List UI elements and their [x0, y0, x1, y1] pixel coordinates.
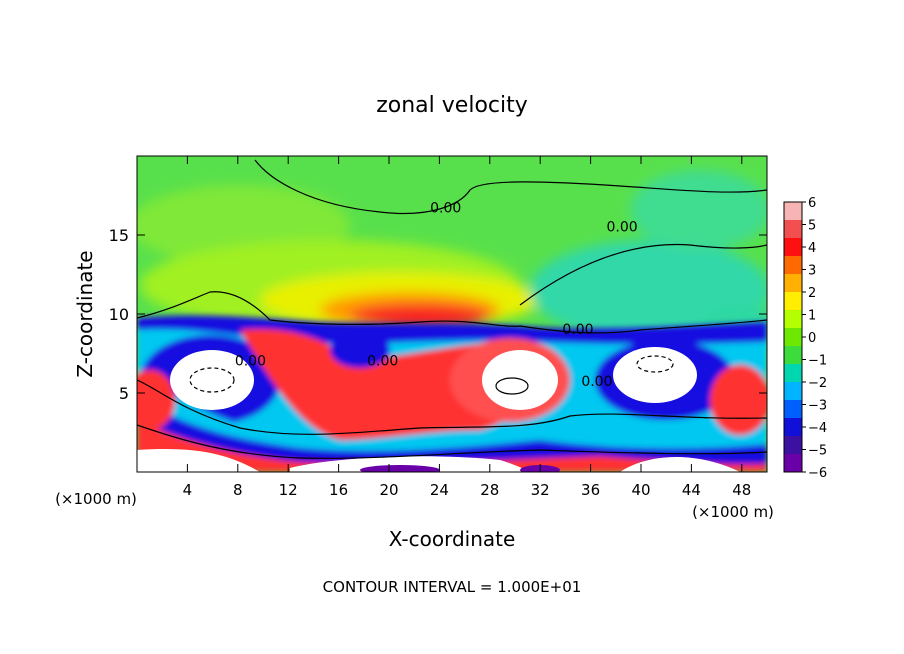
x-axis: 4 8 12 16 20 24 28 32 36 40 44 48 [183, 156, 751, 499]
contour-label: 0.00 [367, 354, 398, 370]
contour-label: 0.00 [235, 354, 266, 370]
colorbar-swatch [784, 400, 802, 419]
x-tick-label: 8 [233, 481, 243, 499]
x-tick-label: 28 [480, 481, 499, 499]
colorbar-swatch [784, 436, 802, 455]
x-tick-label: 24 [430, 481, 449, 499]
contour-label: 0.00 [581, 374, 612, 390]
colorbar-tick-label: −4 [808, 421, 827, 436]
y-axis: 5 10 15 [109, 226, 767, 403]
footer-contour-interval: CONTOUR INTERVAL = 1.000E+01 [323, 578, 582, 596]
contour-label: 0.00 [562, 322, 593, 338]
colorbar-swatch [784, 274, 802, 293]
field-shading [137, 170, 767, 355]
colorbar-tick-label: 2 [808, 286, 816, 301]
y-tick-label: 5 [119, 384, 129, 403]
colorbar-swatch [784, 310, 802, 329]
colorbar-tick-label: 6 [808, 196, 816, 211]
contour-label: 0.00 [430, 200, 461, 216]
x-tick-label: 12 [279, 481, 298, 499]
x-tick-label: 32 [531, 481, 550, 499]
contour-lines [137, 159, 767, 459]
colorbar-tick-label: 3 [808, 264, 816, 279]
x-tick-label: 4 [183, 481, 193, 499]
colorbar-swatch [784, 346, 802, 365]
colorbar-tick-label: −3 [808, 399, 827, 414]
chart-title: zonal velocity [376, 93, 528, 118]
contour-label: 0.00 [607, 219, 638, 235]
colorbar-tick-label: 0 [808, 331, 816, 346]
colorbar-swatch [784, 238, 802, 257]
colorbar-swatch [784, 382, 802, 401]
colorbar-swatch [784, 202, 802, 221]
x-unit-left: (×1000 m) [55, 490, 137, 508]
x-tick-label: 44 [682, 481, 701, 499]
colorbar-swatch [784, 256, 802, 275]
y-tick-label: 15 [109, 226, 129, 245]
y-axis-label: Z-coordinate [73, 250, 97, 377]
colorbar-swatch [784, 364, 802, 383]
colorbar-tick-label: −2 [808, 376, 827, 391]
colorbar-swatch [784, 292, 802, 311]
colorbar-swatch [784, 454, 802, 473]
colorbar-tick-label: 4 [808, 241, 816, 256]
colorbar-swatch [784, 328, 802, 347]
plot-area [137, 156, 767, 472]
colorbar-tick-label: −5 [808, 444, 827, 459]
x-tick-label: 20 [379, 481, 398, 499]
y-tick-label: 10 [109, 305, 129, 324]
colorbar-swatch [784, 418, 802, 437]
colorbar-tick-label: 5 [808, 219, 816, 234]
contour-labels: 0.00 0.00 0.00 0.00 0.00 0.00 [235, 200, 638, 390]
colorbar-tick-label: −6 [808, 466, 827, 481]
x-tick-label: 48 [732, 481, 751, 499]
saturated-regions [137, 347, 740, 472]
x-axis-label: X-coordinate [389, 527, 516, 551]
colorbar: 6 5 4 3 2 1 0 −1 −2 −3 −4 −5 −6 [783, 196, 827, 481]
x-tick-label: 36 [581, 481, 600, 499]
colorbar-swatch [784, 220, 802, 239]
x-tick-label: 16 [329, 481, 348, 499]
colorbar-tick-label: 1 [808, 309, 816, 324]
x-tick-label: 40 [631, 481, 650, 499]
x-unit-right: (×1000 m) [692, 503, 774, 521]
colorbar-tick-label: −1 [808, 354, 827, 369]
